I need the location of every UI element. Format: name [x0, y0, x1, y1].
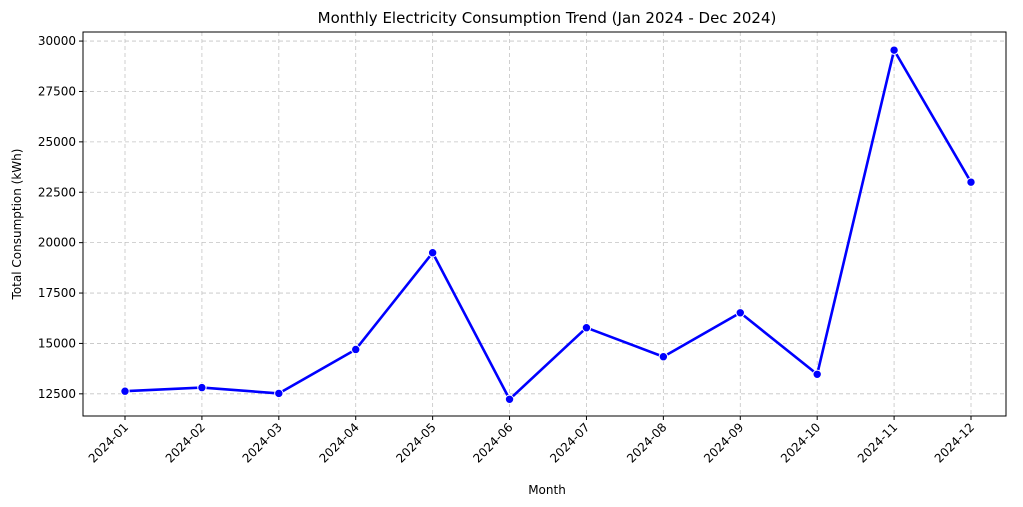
y-axis-label: Total Consumption (kWh) [10, 149, 24, 301]
y-tick-label: 12500 [38, 387, 76, 401]
data-point [812, 369, 822, 379]
x-tick-label: 2024-10 [778, 420, 823, 465]
y-tick-label: 25000 [38, 135, 76, 149]
x-tick-label: 2024-07 [547, 420, 592, 465]
data-point [735, 308, 745, 318]
x-tick-label: 2024-01 [86, 420, 131, 465]
x-tick-label: 2024-05 [393, 420, 438, 465]
y-tick-label: 30000 [38, 34, 76, 48]
x-tick-label: 2024-11 [855, 420, 900, 465]
x-tick-label: 2024-08 [624, 420, 669, 465]
y-tick-label: 17500 [38, 286, 76, 300]
data-point [581, 323, 592, 333]
data-point [658, 352, 669, 362]
series-line [124, 48, 973, 401]
data-point [274, 388, 284, 399]
x-tick-label: 2024-09 [701, 420, 746, 465]
grid-layer [83, 32, 1006, 416]
data-point [966, 177, 976, 187]
y-tick-label: 20000 [38, 236, 76, 250]
y-tick-label: 27500 [38, 84, 76, 98]
x-axis-label: Month [528, 483, 566, 497]
plot-frame [82, 31, 1007, 417]
x-tick-label: 2024-04 [316, 420, 361, 465]
x-tick-label: 2024-12 [932, 420, 977, 465]
data-point [197, 382, 207, 393]
data-point [351, 344, 361, 355]
data-point [120, 386, 130, 396]
data-point [427, 248, 438, 258]
x-tick-label: 2024-02 [163, 420, 208, 465]
data-point [889, 45, 899, 55]
x-tick-label: 2024-06 [470, 420, 515, 465]
x-tick-label: 2024-03 [240, 420, 285, 465]
y-tick-label: 15000 [38, 336, 76, 350]
y-tick-label: 22500 [38, 185, 76, 199]
series-layer [120, 45, 976, 404]
chart-title: Monthly Electricity Consumption Trend (J… [318, 9, 777, 27]
data-point [504, 394, 515, 404]
